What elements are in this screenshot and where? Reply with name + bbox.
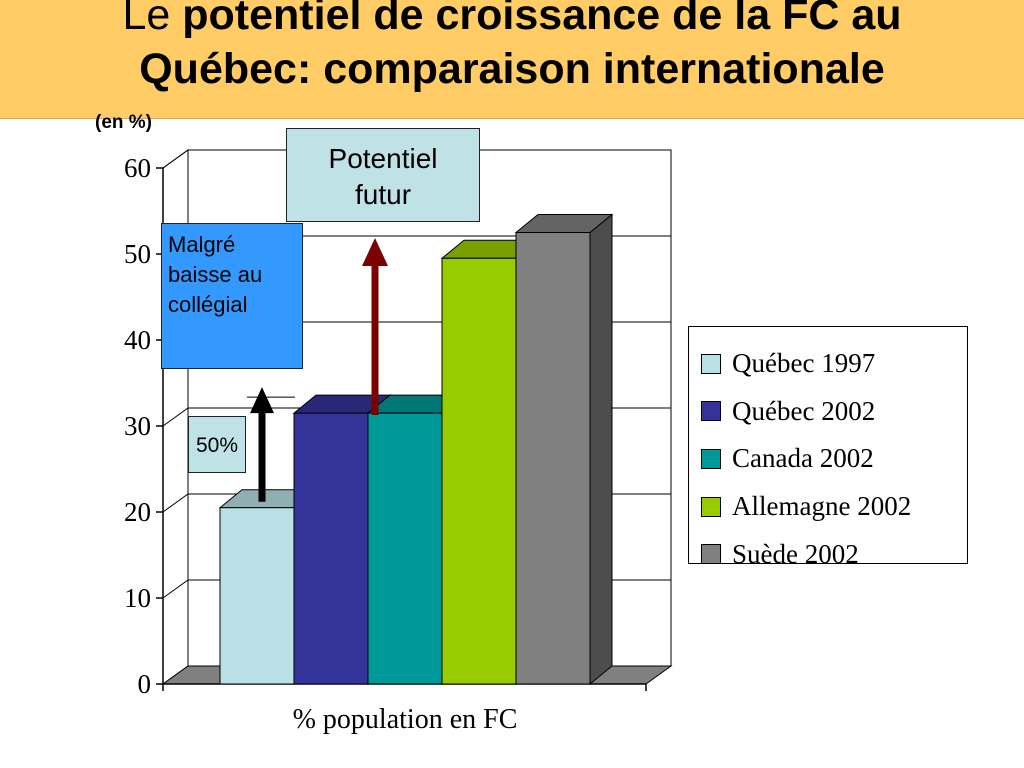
bar-front	[515, 232, 591, 685]
title-band	[0, 0, 1024, 119]
title-strong-line2: Québec: comparaison internationale	[139, 45, 885, 93]
y-tick-label: 20	[124, 497, 151, 527]
y-tick-label: 60	[124, 153, 151, 183]
callout-potential-line1: Potentiel	[328, 143, 438, 174]
legend-item: Allemagne 2002	[689, 483, 967, 531]
legend-label: Allemagne 2002	[732, 491, 912, 522]
y-tick-label: 10	[124, 583, 151, 613]
legend-label: Canada 2002	[732, 443, 874, 474]
chart-legend: Québec 1997 Québec 2002 Canada 2002 Alle…	[688, 326, 968, 569]
bar-front	[367, 412, 443, 685]
bar-side	[589, 213, 613, 686]
callout-potential-futur: Potentiel futur	[286, 128, 480, 222]
unit-label: (en %)	[95, 112, 152, 133]
gridline	[162, 149, 671, 169]
legend-swatch	[701, 496, 721, 517]
legend-swatch	[701, 544, 721, 565]
y-tick-label: 0	[138, 669, 152, 699]
arrow-fifty-head	[250, 387, 274, 414]
legend-label: Québec 2002	[732, 395, 876, 426]
slide-title: Le potentiel de croissance de la FC au Q…	[0, 0, 1024, 96]
y-tick-label: 40	[124, 325, 151, 355]
legend-item: Suède 2002	[689, 530, 967, 578]
callout-malgre-line2: baisse au	[168, 262, 263, 287]
legend-label: Québec 1997	[732, 348, 876, 379]
legend-item: Québec 2002	[689, 388, 967, 436]
bar-front	[293, 412, 369, 685]
callout-potential-line2: futur	[354, 179, 412, 210]
legend-item: Canada 2002	[689, 435, 967, 483]
callout-malgre-line3: collégial	[168, 292, 248, 317]
title-prefix: Le	[122, 0, 171, 39]
legend-swatch	[701, 448, 721, 469]
callout-fifty-percent: 50%	[188, 416, 246, 473]
bar-front	[219, 507, 295, 685]
callout-malgre-line1: Malgré	[168, 232, 236, 257]
y-tick-label: 30	[124, 411, 151, 441]
legend-label: Suède 2002	[732, 538, 859, 569]
legend-swatch	[701, 401, 721, 422]
x-axis-label: % population en FC	[292, 704, 518, 735]
bar-front	[441, 257, 517, 685]
callout-malgre: Malgré baisse au collégial	[161, 223, 303, 369]
y-tick-label: 50	[124, 239, 151, 269]
legend-swatch	[701, 353, 721, 374]
arrow-potential-head	[362, 238, 388, 266]
title-strong-line1: potentiel de croissance de la FC au	[182, 0, 902, 39]
legend-item: Québec 1997	[689, 340, 967, 388]
